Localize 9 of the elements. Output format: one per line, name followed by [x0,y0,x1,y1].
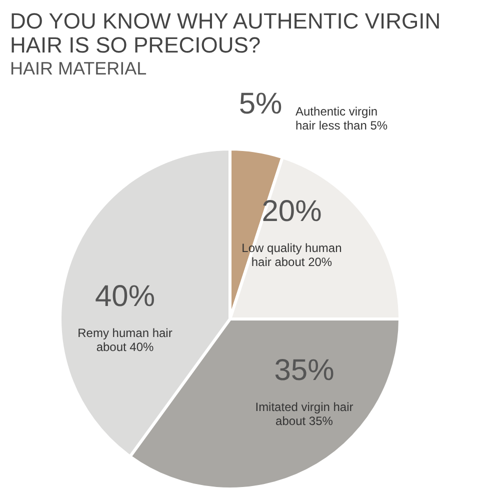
data-label: 40% [94,280,156,313]
data-label: 35% [274,354,334,388]
data-label: 20% [262,195,322,228]
slice-label: Authentic virgin hair less than 5% [296,104,388,132]
chart-title: DO YOU KNOW WHY AUTHENTIC VIRGIN HAIR IS SO PRECIOUS? [10,8,441,58]
slice-label: Imitated virgin hair about 35% [255,400,354,428]
data-label: 5% [238,87,282,120]
slice-label: Remy human hair about 40% [78,326,172,354]
chart-subtitle: HAIR MATERIAL [10,58,147,78]
